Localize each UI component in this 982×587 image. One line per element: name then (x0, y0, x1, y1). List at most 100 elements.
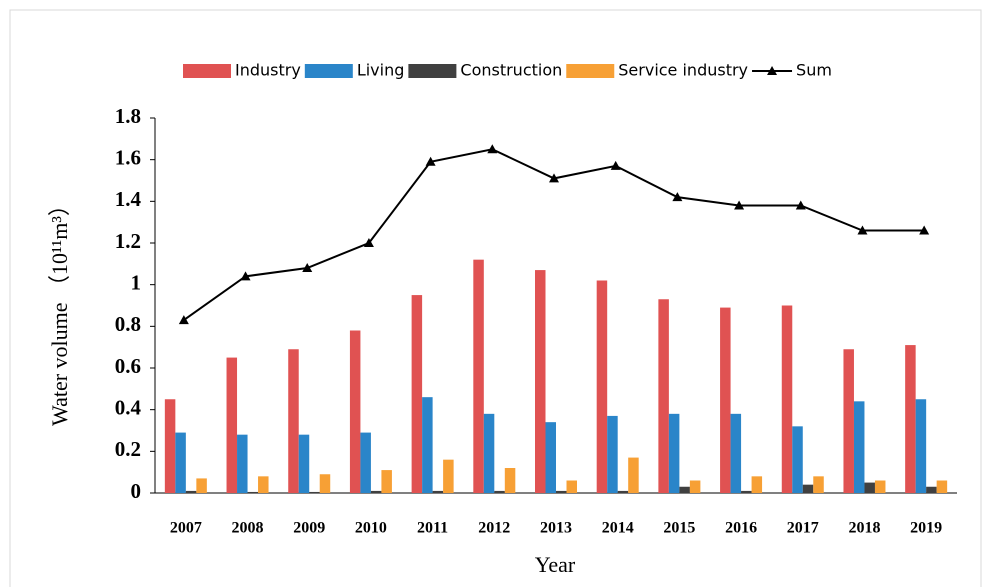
bar (915, 399, 927, 493)
line-marker (549, 173, 559, 183)
bar (792, 426, 803, 493)
line-marker (425, 156, 436, 166)
y-tick-label: 0.6 (115, 354, 141, 378)
bar (556, 490, 567, 493)
bar (668, 413, 680, 493)
x-tick-label: 2009 (293, 520, 325, 537)
x-tick-label: 2010 (355, 520, 387, 537)
line-marker (857, 225, 868, 235)
bar (164, 399, 176, 493)
bar (617, 490, 629, 493)
bar (185, 490, 197, 493)
line-marker (610, 160, 621, 170)
legend-swatch (566, 64, 615, 78)
legend-label: Sum (796, 61, 832, 80)
x-tick-label: 2007 (170, 520, 202, 537)
y-tick-label: 0.8 (115, 312, 141, 336)
x-tick-label: 2012 (478, 520, 510, 537)
bar (926, 486, 937, 493)
legend-label: Construction (460, 61, 562, 80)
line-marker (672, 192, 683, 202)
bar (741, 490, 752, 493)
bar (422, 397, 433, 493)
legend-marker (767, 66, 778, 75)
y-tick-label: 0 (131, 479, 142, 503)
legend-label: Service industry (618, 61, 748, 80)
bar (628, 457, 639, 493)
line-marker (240, 271, 251, 281)
bar (288, 349, 299, 493)
bar (443, 459, 454, 493)
bar (226, 357, 238, 493)
bar (309, 491, 320, 493)
bar (432, 490, 444, 493)
bar (566, 480, 577, 493)
legend-swatch (304, 64, 353, 78)
bar (936, 480, 948, 493)
bar (494, 490, 505, 493)
bar (730, 413, 742, 493)
x-tick-label: 2018 (848, 520, 880, 537)
line-marker (487, 144, 498, 154)
x-tick-label: 2016 (725, 520, 757, 537)
bar (349, 330, 361, 493)
x-tick-label: 2013 (540, 520, 572, 537)
bar (720, 307, 731, 493)
bar (545, 422, 556, 493)
bar (781, 305, 793, 493)
x-axis-title: Year (535, 552, 576, 577)
legend-label: Living (357, 61, 405, 80)
bar (247, 491, 259, 493)
bar (483, 413, 495, 493)
x-tick-label: 2014 (602, 520, 634, 537)
bar (813, 476, 824, 493)
y-tick-label: 1.2 (115, 229, 141, 253)
bar (535, 270, 546, 493)
line-marker (363, 238, 374, 247)
x-tick-label: 2008 (232, 520, 264, 537)
legend-swatch (183, 64, 231, 78)
y-tick-label: 1.6 (115, 145, 141, 169)
x-tick-label: 2011 (417, 520, 448, 537)
y-tick-label: 0.2 (115, 437, 141, 461)
bar (298, 434, 310, 493)
line-marker (919, 225, 930, 235)
bar (802, 484, 814, 493)
bar (864, 482, 875, 493)
bar (751, 476, 763, 493)
y-axis-title: Water volume （10¹¹m³） (47, 194, 72, 426)
line-marker (302, 263, 313, 272)
bar (175, 432, 186, 493)
bar (596, 280, 608, 493)
line-marker (734, 200, 745, 210)
x-tick-label: 2017 (787, 520, 819, 537)
y-tick-label: 0.4 (115, 395, 142, 419)
bar (319, 474, 331, 493)
y-tick-label: 1 (131, 270, 142, 294)
bar (504, 468, 516, 493)
bar (237, 434, 248, 493)
bar (381, 470, 392, 493)
bar (658, 299, 669, 493)
bar (689, 480, 701, 493)
bar (196, 478, 207, 493)
bar (411, 295, 423, 493)
bar (874, 480, 886, 493)
bar (473, 259, 484, 493)
line-marker (795, 200, 806, 210)
bar (853, 401, 865, 493)
legend-label: Industry (235, 61, 301, 80)
y-tick-label: 1.4 (115, 187, 142, 211)
bar (843, 349, 854, 493)
y-tick-label: 1.8 (115, 104, 141, 128)
legend-swatch (408, 64, 457, 78)
bar (679, 486, 690, 493)
bar (370, 490, 382, 493)
bar (360, 432, 371, 493)
x-tick-label: 2019 (910, 520, 942, 537)
line-marker (178, 315, 189, 325)
bar (905, 345, 916, 493)
x-tick-label: 2015 (663, 520, 695, 537)
bar (607, 415, 618, 493)
